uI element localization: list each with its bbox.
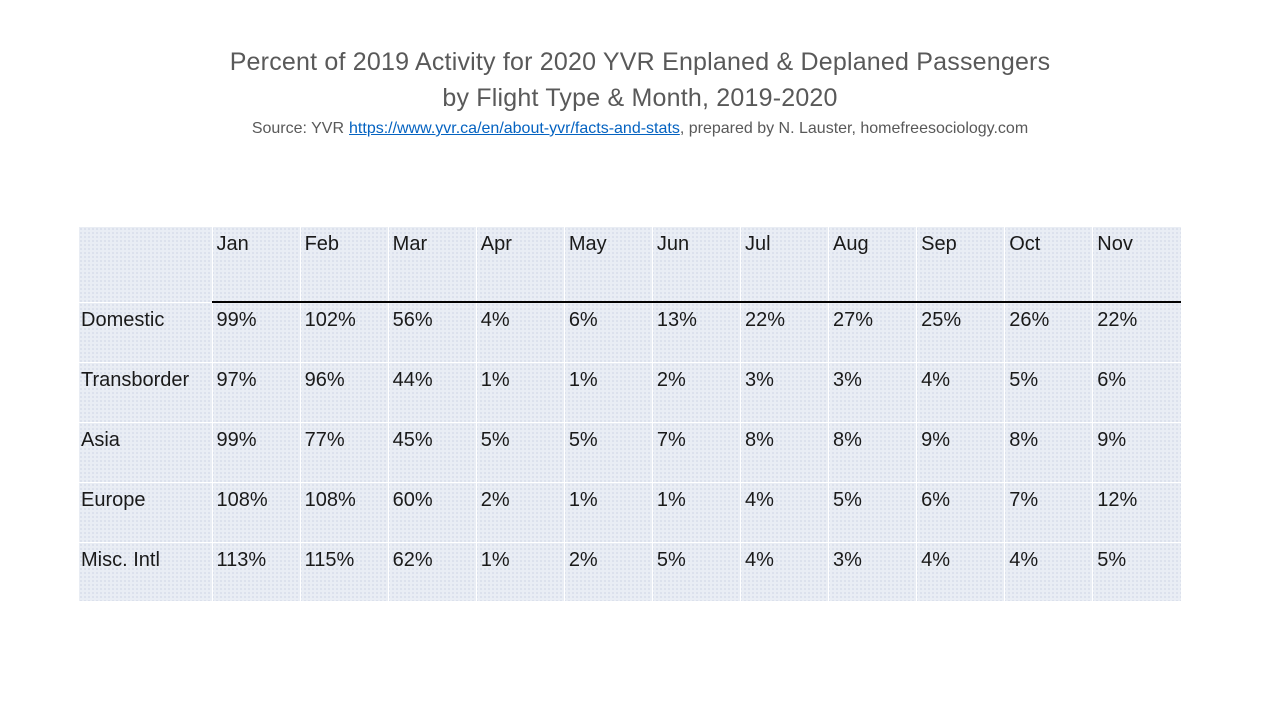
value-cell: 12%	[1092, 482, 1181, 543]
source-suffix: , prepared by N. Lauster, homefreesociol…	[679, 120, 1029, 137]
value-cell: 4%	[1004, 542, 1094, 602]
value-cell: 8%	[828, 422, 918, 483]
activity-table: Jan Feb Mar Apr May Jun Jul Aug Sep Oct Nov Domest…	[79, 227, 1181, 602]
value-cell: 3%	[828, 542, 918, 602]
column-header-oct: Oct	[1004, 227, 1094, 303]
value-cell: 5%	[828, 482, 918, 543]
value-cell: 77%	[300, 422, 389, 483]
value-cell: 22%	[740, 302, 830, 363]
table-row: Domestic 99% 102% 56% 4% 6% 13% 22% 27% 25% 26% 22%	[79, 302, 1181, 363]
value-cell: 6%	[916, 482, 1006, 543]
value-cell: 6%	[1092, 362, 1181, 423]
value-cell: 115%	[300, 542, 389, 602]
table-row: Transborder 97% 96% 44% 1% 1% 2% 3% 3% 4% 5% 6%	[79, 362, 1181, 423]
column-header-jul: Jul	[740, 227, 830, 303]
value-cell: 4%	[916, 542, 1006, 602]
value-cell: 3%	[828, 362, 918, 423]
column-header-jun: Jun	[652, 227, 741, 303]
value-cell: 1%	[476, 542, 565, 602]
column-header-nov: Nov	[1092, 227, 1181, 303]
column-header-apr: Apr	[476, 227, 565, 303]
table-row: Asia 99% 77% 45% 5% 5% 7% 8% 8% 9% 8% 9%	[79, 422, 1181, 483]
row-label: Transborder	[79, 362, 213, 423]
value-cell: 26%	[1004, 302, 1094, 363]
value-cell: 5%	[1004, 362, 1094, 423]
value-cell: 8%	[1004, 422, 1094, 483]
value-cell: 7%	[652, 422, 741, 483]
value-cell: 1%	[476, 362, 565, 423]
value-cell: 7%	[1004, 482, 1094, 543]
value-cell: 4%	[740, 542, 830, 602]
value-cell: 62%	[388, 542, 477, 602]
source-link[interactable]: https://www.yvr.ca/en/about-yvr/facts-an…	[349, 120, 680, 137]
value-cell: 56%	[388, 302, 477, 363]
value-cell: 27%	[828, 302, 918, 363]
value-cell: 9%	[916, 422, 1006, 483]
table-corner-cell	[79, 227, 213, 303]
value-cell: 108%	[300, 482, 389, 543]
table-header-row: Jan Feb Mar Apr May Jun Jul Aug Sep Oct Nov	[79, 227, 1181, 303]
value-cell: 6%	[564, 302, 653, 363]
column-header-mar: Mar	[388, 227, 477, 303]
value-cell: 22%	[1092, 302, 1181, 363]
row-label: Europe	[79, 482, 213, 543]
row-label: Asia	[79, 422, 213, 483]
value-cell: 102%	[300, 302, 389, 363]
value-cell: 9%	[1092, 422, 1181, 483]
column-header-jan: Jan	[212, 227, 301, 303]
source-prefix: Source: YVR	[251, 120, 345, 137]
value-cell: 96%	[300, 362, 389, 423]
column-header-aug: Aug	[828, 227, 918, 303]
column-header-may: May	[564, 227, 653, 303]
value-cell: 1%	[652, 482, 741, 543]
row-label: Misc. Intl	[79, 542, 213, 602]
source-line: Source: YVR https://www.yvr.ca/en/about-y…	[0, 117, 1280, 141]
slide-title-line-2: by Flight Type & Month, 2019-2020	[442, 84, 838, 112]
value-cell: 2%	[564, 542, 653, 602]
table-row: Europe 108% 108% 60% 2% 1% 1% 4% 5% 6% 7% 12%	[79, 482, 1181, 543]
column-header-sep: Sep	[916, 227, 1006, 303]
table-row: Misc. Intl 113% 115% 62% 1% 2% 5% 4% 3% 4% 4% 5%	[79, 542, 1181, 602]
row-label: Domestic	[79, 302, 213, 363]
value-cell: 2%	[652, 362, 741, 423]
slide-title-line-1: Percent of 2019 Activity for 2020 YVR En…	[229, 48, 1051, 76]
value-cell: 3%	[740, 362, 830, 423]
value-cell: 45%	[388, 422, 477, 483]
table-body: Domestic 99% 102% 56% 4% 6% 13% 22% 27% 25% 26% 22%…	[79, 302, 1181, 602]
slide-header: Percent of 2019 Activity for 2020 YVR En…	[0, 44, 1280, 141]
value-cell: 25%	[916, 302, 1006, 363]
value-cell: 4%	[916, 362, 1006, 423]
value-cell: 99%	[212, 302, 301, 363]
value-cell: 60%	[388, 482, 477, 543]
value-cell: 5%	[1097, 548, 1127, 571]
value-cell: 113%	[212, 542, 301, 602]
value-cell: 1%	[564, 362, 653, 423]
value-cell: 1%	[564, 482, 653, 543]
value-cell: 99%	[212, 422, 301, 483]
value-cell: 44%	[388, 362, 477, 423]
value-cell: 13%	[652, 302, 741, 363]
value-cell: 8%	[740, 422, 830, 483]
value-cell: 108%	[212, 482, 301, 543]
column-header-feb: Feb	[300, 227, 389, 303]
value-cell: 97%	[212, 362, 301, 423]
activity-table-container: Jan Feb Mar Apr May Jun Jul Aug Sep Oct Nov Domest…	[79, 227, 1181, 602]
value-cell: 5%	[564, 422, 653, 483]
value-cell: 4%	[476, 302, 565, 363]
value-cell: 2%	[476, 482, 565, 543]
value-cell: 5%	[652, 542, 741, 602]
value-cell: 4%	[740, 482, 830, 543]
value-cell: 5%	[476, 422, 565, 483]
